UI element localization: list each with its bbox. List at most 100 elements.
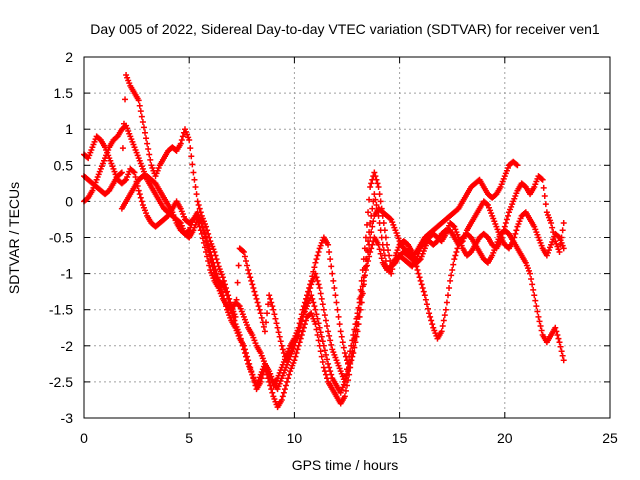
data-point-marker — [419, 285, 426, 292]
data-point-marker — [330, 277, 337, 284]
y-tick-label: 1 — [65, 121, 73, 137]
data-point-marker — [326, 332, 333, 339]
data-point-marker — [265, 301, 272, 308]
data-point-marker — [317, 348, 324, 355]
data-point-marker — [296, 324, 303, 331]
data-point-marker — [539, 176, 546, 183]
data-point-marker — [325, 360, 332, 367]
data-point-marker — [325, 328, 332, 335]
data-point-marker — [258, 314, 265, 321]
data-point-marker — [367, 183, 374, 190]
data-point-marker — [235, 262, 242, 269]
data-point-marker — [206, 234, 213, 241]
data-point-marker — [249, 281, 256, 288]
data-point-marker — [213, 256, 220, 263]
data-point-marker — [347, 348, 354, 355]
data-point-marker — [211, 248, 218, 255]
data-point-marker — [312, 270, 319, 277]
data-point-marker — [294, 331, 301, 338]
data-point-marker — [425, 305, 432, 312]
data-point-marker — [319, 338, 326, 345]
data-point-marker — [377, 198, 384, 205]
data-point-marker — [205, 230, 212, 237]
data-point-marker — [382, 257, 389, 264]
data-point-marker — [267, 295, 274, 302]
y-tick-label: 1.5 — [54, 85, 74, 101]
data-point-marker — [555, 335, 562, 342]
plot-area-border — [83, 56, 611, 419]
data-point-marker — [204, 242, 211, 249]
data-point-marker — [137, 108, 144, 115]
data-point-marker — [359, 283, 366, 290]
data-point-marker — [264, 310, 271, 317]
data-point-marker — [194, 198, 201, 205]
data-point-marker — [295, 328, 302, 335]
data-point-marker — [372, 196, 379, 203]
data-point-marker — [233, 296, 240, 303]
data-point-marker — [209, 263, 216, 270]
data-point-marker — [350, 331, 357, 338]
data-point-marker — [371, 169, 378, 176]
data-point-marker — [291, 357, 298, 364]
data-point-marker — [315, 281, 322, 288]
y-tick-label: -0.5 — [49, 230, 73, 246]
data-point-marker — [344, 371, 350, 378]
data-point-marker — [144, 140, 151, 147]
data-point-marker — [416, 274, 423, 281]
data-point-marker — [362, 266, 369, 273]
data-point-marker — [315, 320, 322, 327]
data-point-marker — [293, 335, 300, 342]
data-point-marker — [421, 292, 428, 299]
data-point-marker — [146, 151, 153, 158]
data-point-marker — [190, 169, 197, 176]
data-point-marker — [324, 322, 331, 329]
data-point-marker — [371, 191, 378, 198]
data-point-marker — [360, 277, 367, 284]
data-point-marker — [319, 359, 326, 366]
data-point-marker — [529, 281, 536, 288]
data-point-marker — [278, 342, 285, 349]
data-point-marker — [352, 321, 359, 328]
y-axis-label: SDTVAR / TECUs — [6, 182, 22, 294]
data-point-marker — [438, 328, 445, 335]
data-point-marker — [422, 296, 429, 303]
data-point-marker — [453, 248, 460, 255]
data-point-marker — [376, 220, 383, 227]
data-point-marker — [344, 366, 350, 373]
data-point-marker — [319, 301, 326, 308]
data-point-marker — [196, 223, 203, 230]
data-point-marker — [414, 266, 421, 273]
data-point-marker — [552, 324, 559, 331]
data-point-marker — [503, 216, 510, 223]
y-tick-label: -1 — [61, 266, 74, 282]
data-point-marker — [208, 259, 215, 266]
data-point-marker — [450, 222, 457, 229]
data-point-marker — [308, 292, 315, 299]
data-point-marker — [361, 272, 368, 279]
data-point-marker — [251, 288, 258, 295]
data-point-marker — [369, 223, 376, 230]
data-point-marker — [512, 230, 519, 237]
data-point-marker — [374, 207, 381, 214]
data-point-marker — [315, 337, 322, 344]
data-point-marker — [378, 255, 385, 262]
data-point-marker — [560, 357, 567, 364]
data-point-marker — [366, 229, 373, 236]
data-point-marker — [321, 368, 328, 375]
data-point-marker — [137, 194, 144, 201]
data-point-marker — [281, 386, 288, 393]
data-point-marker — [318, 333, 325, 340]
data-point-marker — [372, 173, 379, 180]
data-point-marker — [188, 153, 195, 160]
data-point-marker — [327, 368, 334, 375]
y-tick-label: -2.5 — [49, 374, 73, 390]
data-point-marker — [500, 227, 507, 234]
data-point-marker — [135, 97, 142, 104]
data-point-marker — [321, 347, 328, 354]
data-point-marker — [532, 297, 539, 304]
data-point-marker — [147, 156, 154, 163]
data-point-marker — [458, 239, 465, 246]
data-point-marker — [285, 375, 292, 382]
data-point-marker — [554, 331, 561, 338]
data-point-marker — [261, 328, 268, 335]
